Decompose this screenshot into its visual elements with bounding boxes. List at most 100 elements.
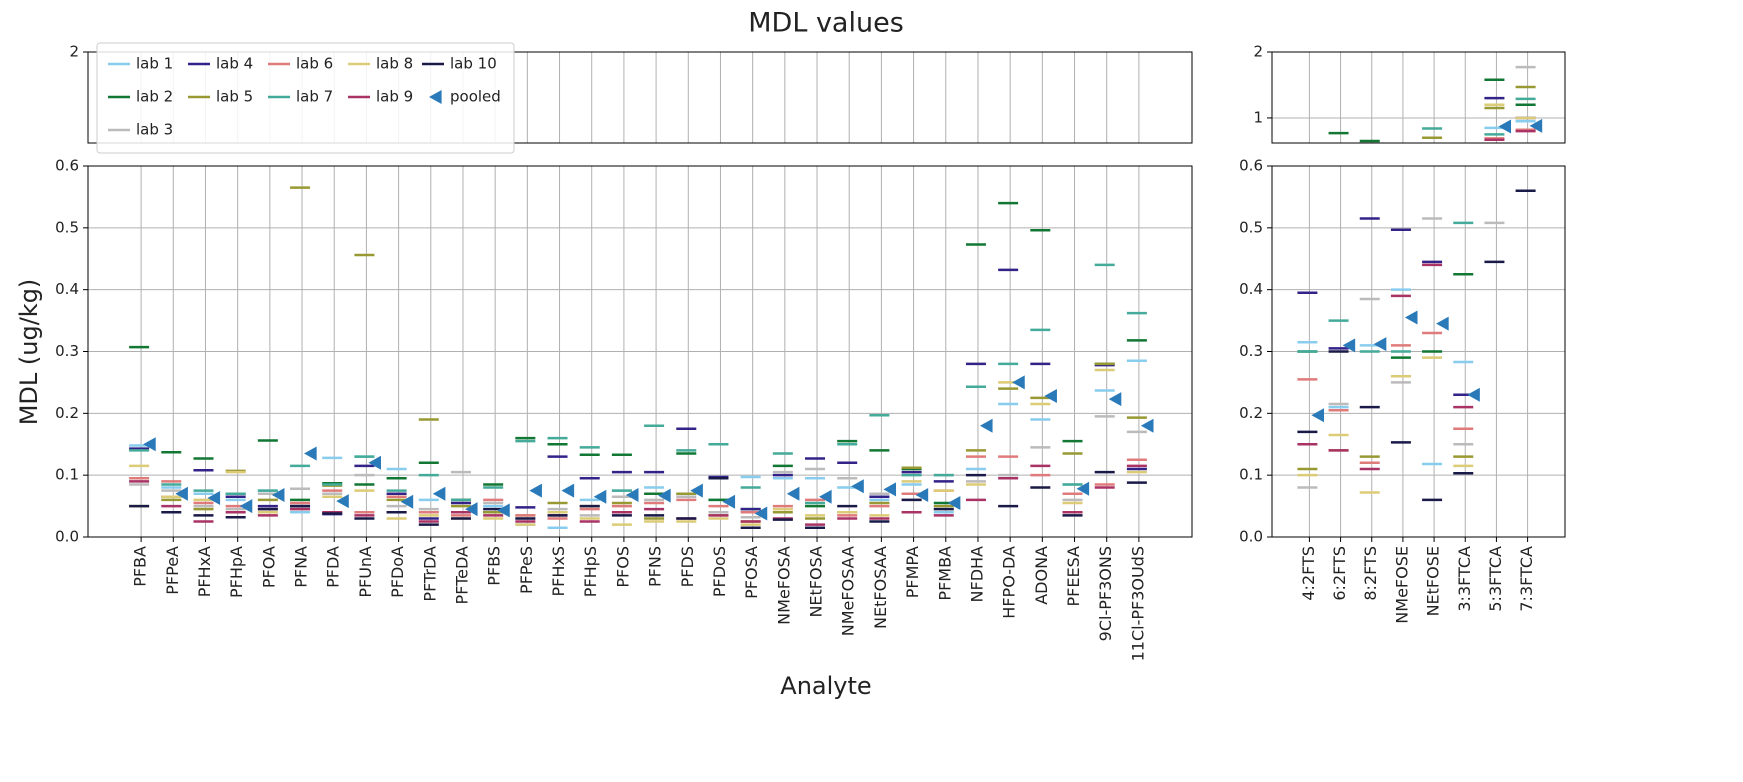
pooled-marker <box>786 486 800 501</box>
pooled-marker <box>1436 316 1449 331</box>
x-tick-label: 5:3FTCA <box>1486 546 1505 612</box>
legend-label: lab 3 <box>136 121 173 139</box>
pooled-marker <box>1311 408 1325 423</box>
x-tick-label: PFPeS <box>517 546 536 594</box>
y-tick-label: 2 <box>69 43 79 61</box>
x-tick-label: PFEESA <box>1064 546 1083 607</box>
pooled-marker <box>1342 338 1356 353</box>
x-tick-label: PFDA <box>324 546 343 588</box>
pooled-marker <box>432 486 446 501</box>
pooled-marker <box>497 503 510 518</box>
pooled-marker <box>143 437 156 452</box>
y-tick-label: 2 <box>1253 43 1263 61</box>
x-tick-label: PFOSA <box>742 546 761 599</box>
pooled-marker <box>239 499 253 514</box>
plot-frame <box>1271 51 1566 144</box>
legend-label: lab 2 <box>136 88 173 106</box>
x-tick-label: 7:3FTCA <box>1517 546 1536 612</box>
x-tick-label: PFDoA <box>388 546 407 598</box>
x-axis-label: Analyte <box>780 672 871 700</box>
x-tick-label: NEtFOSAA <box>871 546 890 629</box>
y-tick-label: 0.2 <box>55 404 79 422</box>
x-tick-label: 11Cl-PF3OUdS <box>1128 546 1147 661</box>
x-tick-label: NMeFOSA <box>774 546 793 625</box>
pooled-marker <box>271 487 285 502</box>
pooled-marker <box>625 487 639 502</box>
pooled-marker <box>207 491 221 506</box>
x-tick-label: PFMPA <box>903 546 922 598</box>
x-tick-label: PFTeDA <box>452 546 471 605</box>
pooled-marker <box>368 455 382 470</box>
y-tick-label: 0.6 <box>55 157 79 175</box>
x-tick-label: 4:2FTS <box>1299 546 1318 601</box>
x-tick-label: ADONA <box>1032 546 1051 605</box>
x-tick-label: PFHpA <box>227 546 246 598</box>
pooled-marker <box>1529 118 1543 133</box>
y-tick-label: 0.3 <box>1239 342 1263 360</box>
pooled-marker <box>1076 481 1090 496</box>
pooled-marker <box>1404 310 1418 325</box>
x-tick-label: 9Cl-PF3ONS <box>1096 546 1115 641</box>
pooled-marker <box>754 506 768 521</box>
x-tick-label: PFHxS <box>549 546 568 597</box>
y-tick-label: 0.6 <box>1239 157 1263 175</box>
pooled-marker <box>979 418 993 433</box>
pooled-marker <box>561 483 575 498</box>
pooled-marker <box>1467 387 1480 402</box>
y-tick-label: 0.2 <box>1239 404 1263 422</box>
x-tick-label: PFMBA <box>935 546 954 601</box>
pooled-marker <box>529 483 542 498</box>
x-tick-label: PFPeA <box>163 546 182 595</box>
y-tick-label: 0.3 <box>55 342 79 360</box>
x-tick-label: PFTrDA <box>420 546 439 602</box>
chart-title: MDL values <box>748 8 904 39</box>
pooled-marker <box>593 489 607 504</box>
pooled-marker <box>851 479 864 494</box>
y-tick-label: 0.4 <box>1239 280 1263 298</box>
y-tick-label: 0.1 <box>1239 466 1263 484</box>
x-tick-label: HFPO-DA <box>1000 546 1019 619</box>
pooled-marker <box>1012 375 1025 390</box>
pooled-marker <box>915 487 929 502</box>
x-tick-label: NMeFOSAA <box>839 546 858 636</box>
x-tick-label: PFDS <box>678 546 697 587</box>
legend-label: lab 7 <box>296 88 333 106</box>
pooled-marker <box>175 486 188 501</box>
pooled-marker <box>400 494 414 509</box>
y-tick-label: 0.5 <box>1239 218 1263 236</box>
pooled-marker <box>1044 389 1057 404</box>
x-tick-label: PFHxA <box>195 546 214 597</box>
plot-frame <box>87 51 1193 144</box>
y-tick-label: 0.0 <box>55 528 79 546</box>
legend-box <box>96 42 515 154</box>
plot-frame <box>87 165 1193 538</box>
legend-label: pooled <box>450 88 501 106</box>
x-tick-label: NMeFOSE <box>1392 546 1411 624</box>
x-tick-label: PFBS <box>485 546 504 586</box>
pooled-marker <box>722 494 736 509</box>
x-tick-label: NEtFOSE <box>1424 546 1443 616</box>
legend-label: lab 6 <box>296 55 333 73</box>
legend-label: lab 9 <box>376 88 413 106</box>
x-tick-label: PFHpS <box>581 546 600 597</box>
pooled-marker <box>304 446 317 461</box>
pooled-marker <box>883 482 896 497</box>
x-tick-label: NEtFOSA <box>807 546 826 618</box>
plot-frame <box>1271 165 1566 538</box>
pooled-marker <box>1373 337 1387 352</box>
y-tick-label: 0.5 <box>55 218 79 236</box>
y-tick-label: 1 <box>1253 108 1263 126</box>
y-tick-label: 0.1 <box>55 466 79 484</box>
legend-label: lab 4 <box>216 55 253 73</box>
pooled-marker <box>1498 119 1512 134</box>
y-tick-label: 0.0 <box>1239 528 1263 546</box>
x-tick-label: PFUnA <box>356 546 375 598</box>
x-tick-label: PFDoS <box>710 546 729 597</box>
pooled-marker <box>336 494 349 509</box>
x-tick-label: PFOS <box>613 546 632 588</box>
x-tick-label: 8:2FTS <box>1361 546 1380 601</box>
x-tick-label: PFBA <box>131 546 150 587</box>
y-axis-label: MDL (ug/kg) <box>15 279 43 426</box>
